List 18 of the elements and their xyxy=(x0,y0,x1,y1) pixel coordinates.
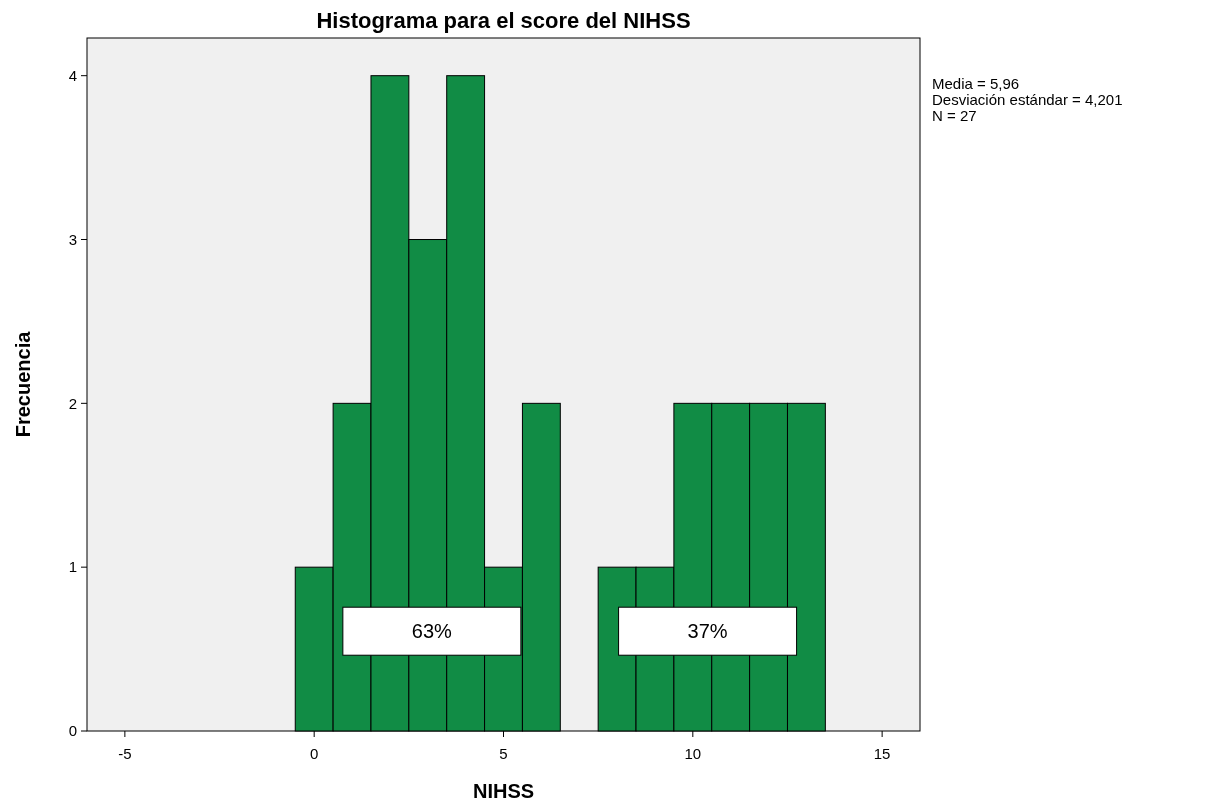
y-tick-label: 4 xyxy=(68,66,77,84)
x-tick-label: -5 xyxy=(118,745,132,762)
x-tick-label: 5 xyxy=(499,745,508,762)
chart-title: Histograma para el score del NIHSS xyxy=(316,8,691,33)
x-tick-label: 0 xyxy=(310,745,319,762)
annotation: 63% xyxy=(411,620,453,643)
annotation: 37% xyxy=(687,620,728,643)
text: Media = 5,96 xyxy=(932,75,1020,92)
y-tick-label: 1 xyxy=(68,558,77,576)
x-tick-label: 15 xyxy=(873,745,891,762)
x-axis-title: NIHSS xyxy=(472,780,535,802)
y-tick-label: 3 xyxy=(68,230,77,248)
y-tick-label: 0 xyxy=(68,722,77,740)
y-axis-title: Frecuencia xyxy=(12,330,34,438)
y-tick-label: 2 xyxy=(68,394,77,412)
text: Desviación estándar = 4,201 xyxy=(932,91,1123,108)
x-tick-label: 10 xyxy=(684,745,702,762)
text: N = 27 xyxy=(932,107,977,124)
